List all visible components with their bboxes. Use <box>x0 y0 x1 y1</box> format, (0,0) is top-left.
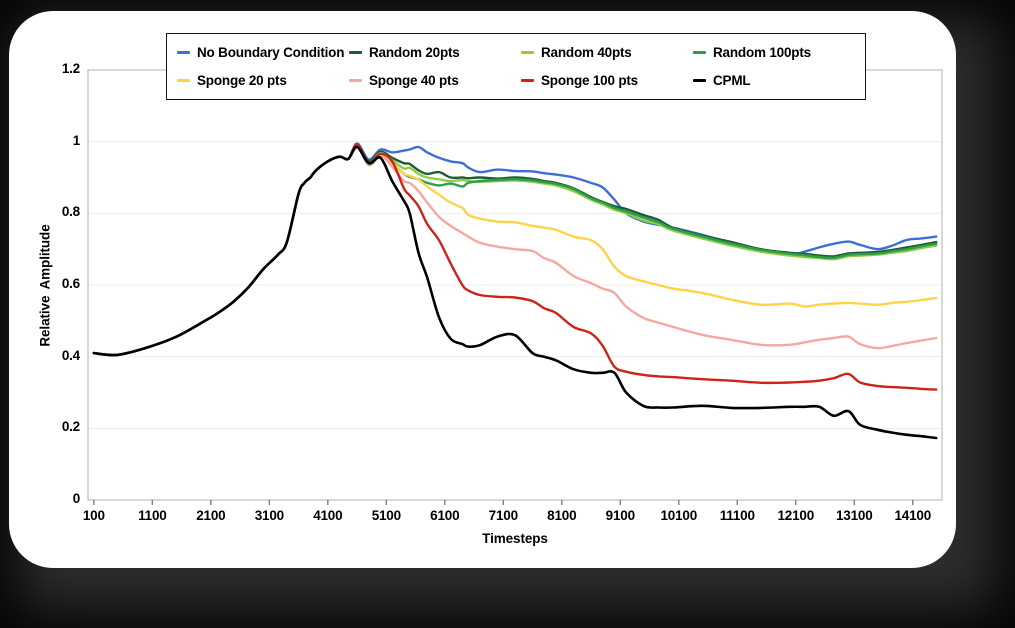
legend-swatch-icon <box>177 78 190 82</box>
legend-swatch-icon <box>349 78 362 82</box>
series-line-cpml <box>92 145 938 440</box>
legend-item: No Boundary Condition <box>177 44 349 62</box>
legend-label: No Boundary Condition <box>197 45 345 61</box>
legend-swatch-icon <box>521 78 534 82</box>
y-tick-label: 0.2 <box>61 419 80 435</box>
x-tick-label: 3100 <box>254 508 284 523</box>
x-tick-label: 12100 <box>777 508 815 523</box>
x-tick-label: 5100 <box>371 508 401 523</box>
legend-item: Sponge 100 pts <box>521 71 693 89</box>
legend-item: Random 20pts <box>349 44 521 62</box>
legend-label: Random 100pts <box>713 45 811 61</box>
y-tick-label: 1.2 <box>61 61 80 76</box>
y-tick-label: 0.6 <box>61 276 80 291</box>
legend-swatch-icon <box>693 78 706 82</box>
x-tick-label: 100 <box>82 508 105 523</box>
y-tick-label: 0.4 <box>61 347 80 363</box>
legend-swatch-icon <box>521 51 534 55</box>
x-tick-label: 1100 <box>138 508 167 523</box>
chart-card <box>9 11 956 568</box>
legend-item: Random 40pts <box>521 44 693 62</box>
y-tick-label: 0 <box>72 491 81 506</box>
legend-item: Random 100pts <box>693 44 865 62</box>
legend-label: CPML <box>713 72 751 88</box>
x-tick-label: 4100 <box>313 508 343 523</box>
x-axis-title: Timesteps <box>482 531 548 546</box>
legend-item: Sponge 40 pts <box>349 71 521 89</box>
legend-swatch-icon <box>349 51 362 55</box>
x-tick-label: 6100 <box>430 508 460 523</box>
legend-swatch-icon <box>177 51 190 55</box>
legend-label: Sponge 40 pts <box>369 72 459 88</box>
x-tick-label: 9100 <box>605 508 635 523</box>
legend-swatch-icon <box>693 51 706 55</box>
x-tick-label: 13100 <box>835 508 873 523</box>
legend-item: CPML <box>693 71 865 89</box>
x-tick-label: 2100 <box>196 508 226 523</box>
x-tick-label: 10100 <box>660 508 698 523</box>
x-tick-label: 11100 <box>719 508 755 523</box>
legend-item: Sponge 20 pts <box>177 71 349 89</box>
y-axis-title: Relative Amplitude <box>37 224 53 347</box>
x-tick-label: 14100 <box>894 508 932 523</box>
legend-label: Sponge 20 pts <box>197 72 287 88</box>
legend-label: Random 40pts <box>541 45 632 61</box>
y-tick-label: 0.8 <box>61 204 80 220</box>
legend-label: Random 20pts <box>369 45 460 61</box>
legend-label: Sponge 100 pts <box>541 72 638 88</box>
x-tick-label: 8100 <box>547 508 577 523</box>
y-tick-label: 1 <box>72 132 81 148</box>
chart-legend: No Boundary Condition Random 20pts Random … <box>166 33 866 100</box>
x-tick-label: 7100 <box>488 508 518 523</box>
